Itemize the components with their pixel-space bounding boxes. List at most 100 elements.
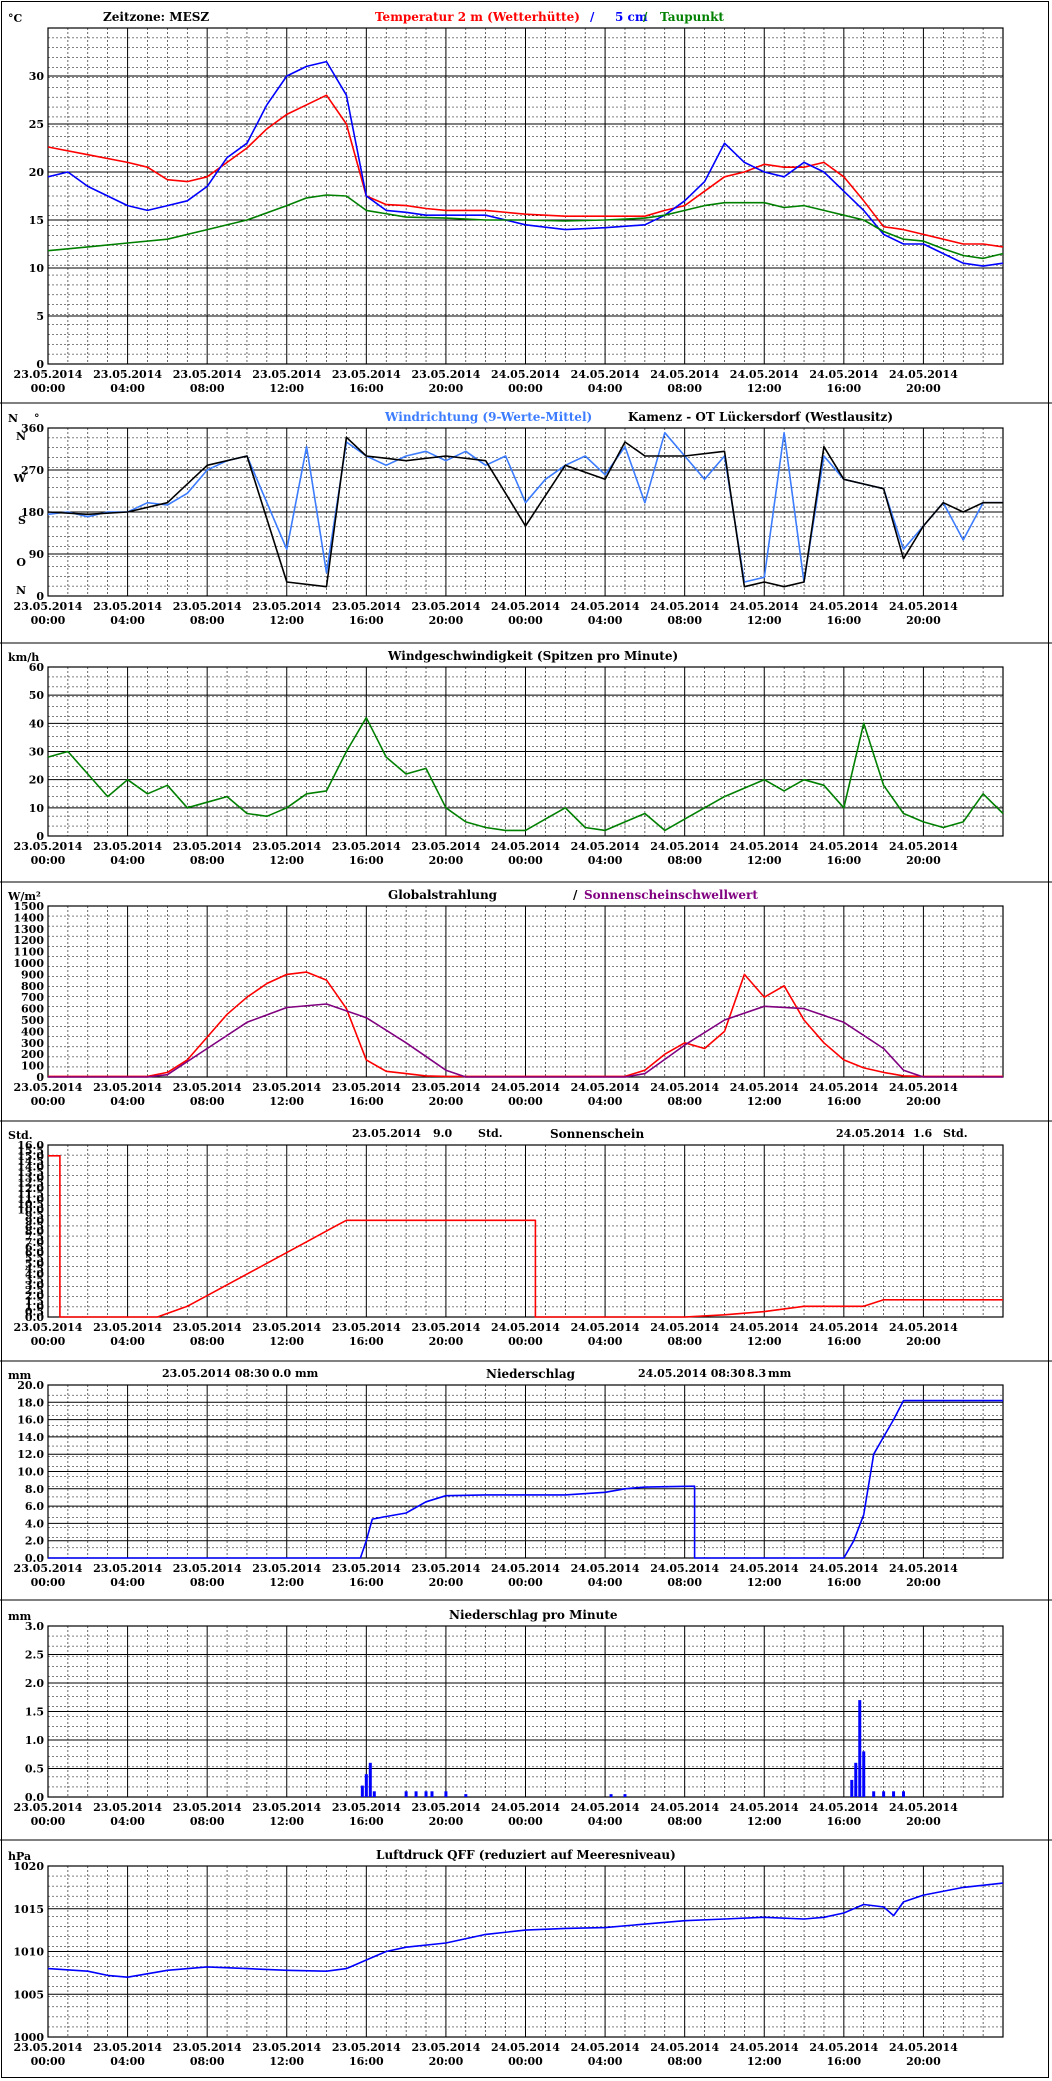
- y-tick-label: 5.5: [25, 1252, 44, 1265]
- x-tick-date: 24.05.2014: [889, 1562, 958, 1575]
- x-tick-date: 23.05.2014: [173, 1801, 242, 1814]
- x-tick-date: 23.05.2014: [252, 2041, 321, 2054]
- x-tick-time: 16:00: [349, 854, 384, 867]
- x-tick-time: 20:00: [429, 382, 464, 395]
- x-tick-time: 08:00: [667, 1095, 702, 1108]
- x-tick-date: 23.05.2014: [332, 600, 401, 613]
- x-tick-date: 24.05.2014: [730, 600, 799, 613]
- y-tick-label: 12.5: [17, 1177, 44, 1190]
- y-tick-label: 300: [21, 1037, 44, 1050]
- y-tick-label: 2.5: [25, 1649, 44, 1662]
- x-tick-date: 23.05.2014: [93, 368, 162, 381]
- x-tick-date: 24.05.2014: [809, 2041, 878, 2054]
- x-tick-time: 00:00: [31, 1815, 66, 1828]
- y-tick-label: 10: [29, 262, 45, 275]
- x-tick-time: 08:00: [190, 1335, 225, 1348]
- annotation-value: 9.0: [433, 1127, 452, 1140]
- y-tick-label: 6.0: [25, 1247, 44, 1260]
- y-tick-label: 14.5: [17, 1155, 44, 1168]
- unit-label: N: [8, 412, 18, 425]
- x-tick-time: 04:00: [110, 2055, 145, 2068]
- precip-bar: [364, 1774, 368, 1797]
- x-tick-time: 00:00: [31, 854, 66, 867]
- chart-title-part: Sonnenschein: [550, 1127, 644, 1141]
- plot-area: [47, 1625, 1004, 1798]
- unit-label: mm: [8, 1369, 32, 1382]
- series-line-1: [48, 1399, 1003, 1559]
- y-tick-label: 10.0: [17, 1466, 44, 1479]
- precip-bar: [360, 1785, 364, 1797]
- chart-panel-6: 0.02.04.06.08.010.012.014.016.018.020.0m…: [0, 1367, 1052, 1601]
- y-tick-label: 270: [21, 464, 44, 477]
- y-tick-label: 60: [29, 661, 45, 674]
- x-tick-date: 24.05.2014: [650, 368, 719, 381]
- x-tick-time: 16:00: [349, 382, 384, 395]
- x-tick-time: 16:00: [826, 614, 861, 627]
- x-tick-time: 20:00: [906, 1095, 941, 1108]
- x-tick-date: 23.05.2014: [173, 2041, 242, 2054]
- x-tick-time: 08:00: [667, 1335, 702, 1348]
- x-tick-time: 20:00: [906, 382, 941, 395]
- series-line-2: [47, 436, 1003, 588]
- x-tick-time: 04:00: [588, 854, 623, 867]
- x-tick-date: 24.05.2014: [650, 1081, 719, 1094]
- chart-title-part: /: [573, 888, 578, 902]
- x-tick-time: 04:00: [588, 1815, 623, 1828]
- x-tick-date: 24.05.2014: [809, 600, 878, 613]
- x-tick-date: 24.05.2014: [650, 2041, 719, 2054]
- x-tick-date: 24.05.2014: [571, 2041, 640, 2054]
- chart-title-part: /: [643, 10, 648, 24]
- x-tick-time: 20:00: [906, 2055, 941, 2068]
- y-tick-label: 1400: [13, 911, 44, 924]
- x-tick-time: 04:00: [110, 382, 145, 395]
- x-tick-time: 16:00: [349, 1095, 384, 1108]
- series-line-2: [48, 1003, 1003, 1078]
- x-tick-time: 16:00: [826, 854, 861, 867]
- precip-bar: [464, 1794, 468, 1797]
- y-tick-label: 7.5: [25, 1230, 44, 1243]
- x-tick-time: 00:00: [508, 382, 543, 395]
- precip-bar: [862, 1751, 866, 1797]
- compass-label: W: [13, 472, 27, 485]
- y-tick-label: 3.5: [25, 1273, 44, 1286]
- x-tick-time: 04:00: [588, 614, 623, 627]
- annotation-unit: Std.: [943, 1127, 968, 1140]
- y-tick-label: 30: [29, 70, 45, 83]
- x-tick-time: 08:00: [667, 382, 702, 395]
- x-tick-time: 04:00: [588, 1095, 623, 1108]
- y-tick-label: 1005: [13, 1988, 44, 2001]
- x-tick-date: 23.05.2014: [332, 1081, 401, 1094]
- y-tick-label: 1500: [13, 900, 44, 913]
- x-tick-date: 23.05.2014: [93, 2041, 162, 2054]
- x-tick-date: 23.05.2014: [332, 1321, 401, 1334]
- x-tick-time: 12:00: [747, 854, 782, 867]
- x-tick-date: 23.05.2014: [173, 1081, 242, 1094]
- chart-panel-7: 0.0 0.5 1.0 1.5 2.0 2.5 3.0mm Niederschlag pro …: [0, 1608, 1052, 1841]
- x-tick-date: 23.05.2014: [411, 1562, 480, 1575]
- x-tick-date: 24.05.2014: [571, 368, 640, 381]
- x-tick-time: 04:00: [588, 1335, 623, 1348]
- x-tick-date: 23.05.2014: [173, 600, 242, 613]
- x-tick-date: 24.05.2014: [730, 368, 799, 381]
- series-line-1: [47, 1882, 1004, 1978]
- x-tick-date: 23.05.2014: [93, 1562, 162, 1575]
- x-tick-date: 24.05.2014: [730, 1081, 799, 1094]
- annotation-value: 0.0: [272, 1367, 291, 1380]
- x-tick-time: 08:00: [667, 1815, 702, 1828]
- y-tick-label: 16.0: [17, 1414, 44, 1427]
- x-tick-date: 24.05.2014: [809, 1321, 878, 1334]
- x-tick-date: 24.05.2014: [571, 1321, 640, 1334]
- x-tick-date: 23.05.2014: [252, 840, 321, 853]
- y-tick-label: 11.0: [17, 1193, 44, 1206]
- y-tick-label: 600: [21, 1003, 44, 1016]
- x-tick-time: 12:00: [747, 1815, 782, 1828]
- x-tick-date: 23.05.2014: [14, 840, 83, 853]
- x-tick-date: 23.05.2014: [93, 600, 162, 613]
- annotation-date: 24.05.2014: [836, 1127, 905, 1140]
- x-tick-date: 24.05.2014: [809, 1081, 878, 1094]
- x-tick-time: 08:00: [190, 1815, 225, 1828]
- y-tick-label: 8.5: [25, 1220, 44, 1233]
- y-tick-label: 13.5: [17, 1166, 44, 1179]
- y-tick-label: 20: [29, 166, 45, 179]
